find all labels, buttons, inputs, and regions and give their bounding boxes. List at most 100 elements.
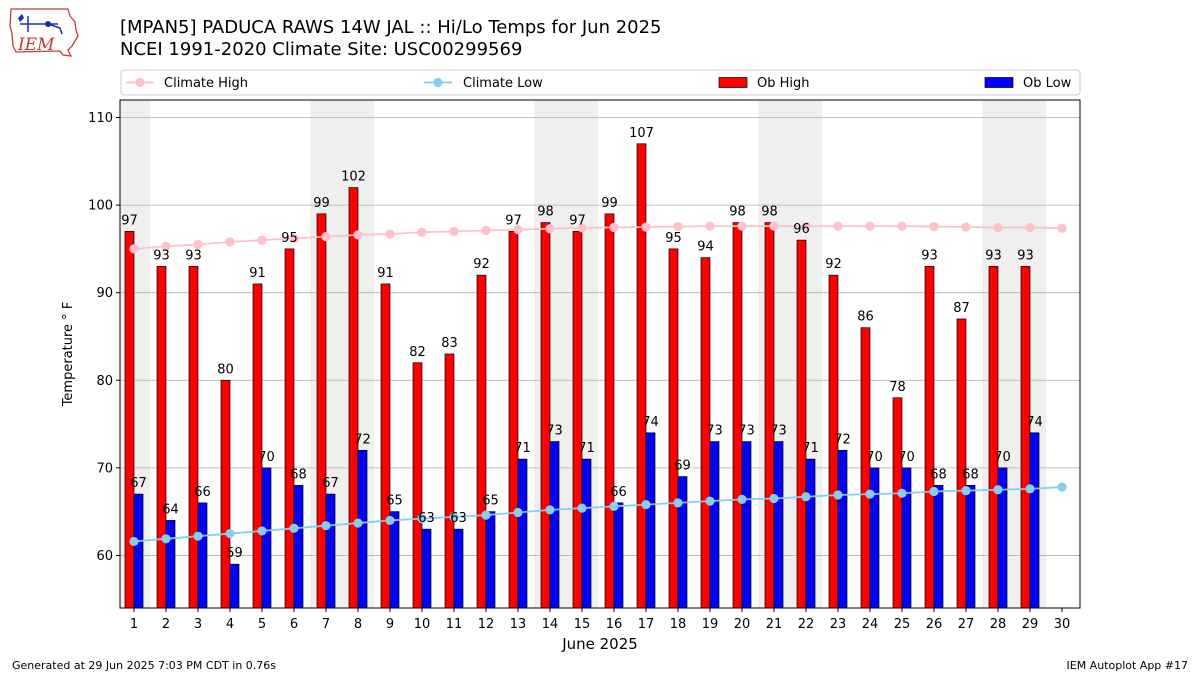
climate-high-point-25 <box>897 221 907 231</box>
climate-low-point-13 <box>513 507 523 518</box>
ob-high-label-26: 93 <box>921 248 938 263</box>
ob-high-legend-swatch <box>718 77 748 88</box>
ob-low-label-1: 67 <box>130 476 147 491</box>
ob-high-bar-21 <box>764 222 775 609</box>
climate-high-point-6 <box>289 233 299 243</box>
x-tick-label-8: 8 <box>354 617 362 632</box>
ob-low-label-19: 73 <box>706 424 723 439</box>
ob-high-bar-29 <box>1020 266 1031 609</box>
x-tick-label-11: 11 <box>446 617 463 632</box>
x-tick-label-12: 12 <box>478 617 495 632</box>
climate-high-point-15 <box>577 223 587 233</box>
ob-high-label-4: 80 <box>217 362 234 377</box>
ob-high-label-13: 97 <box>505 213 522 228</box>
ob-low-bar-3 <box>197 502 208 609</box>
climate-high-line <box>133 225 1063 250</box>
ob-low-bar-29 <box>1029 432 1040 609</box>
ob-low-bar-26 <box>933 485 944 609</box>
ob-high-label-27: 87 <box>953 301 970 316</box>
x-tick-label-9: 9 <box>386 617 394 632</box>
ob-low-bar-24 <box>869 467 880 609</box>
ob-high-label-29: 93 <box>1017 248 1034 263</box>
ob-high-label-10: 82 <box>409 345 426 360</box>
climate-high-point-18 <box>673 221 683 232</box>
ob-low-label-26: 68 <box>930 467 947 482</box>
ob-high-bar-12 <box>476 274 487 609</box>
x-tick-label-26: 26 <box>926 617 943 632</box>
climate-high-point-16 <box>609 222 619 233</box>
ob-low-label-17: 74 <box>642 415 659 430</box>
ob-high-bar-16 <box>604 213 615 609</box>
ob-high-bar-26 <box>924 266 935 609</box>
ob-low-label-21: 73 <box>770 424 787 439</box>
ob-low-bar-20 <box>741 441 752 609</box>
climate-low-point-20 <box>737 494 747 504</box>
ob-high-label-1: 97 <box>121 213 138 228</box>
climate-high-point-26 <box>929 221 939 232</box>
ob-low-bar-23 <box>837 449 848 609</box>
climate-low-point-11 <box>449 512 459 522</box>
plot-frame <box>119 99 1081 609</box>
x-tick-label-18: 18 <box>670 617 687 632</box>
x-tick-label-6: 6 <box>290 617 298 632</box>
climate-high-point-5 <box>257 235 267 245</box>
x-tick-label-15: 15 <box>574 617 591 632</box>
climate-high-point-19 <box>705 221 715 231</box>
ob-high-label-6: 95 <box>281 231 298 246</box>
climate-high-point-17 <box>641 222 651 232</box>
x-tick-label-29: 29 <box>1022 617 1039 632</box>
climate-low-point-15 <box>577 503 587 513</box>
ob-high-label-17: 107 <box>629 126 654 141</box>
ob-low-bar-22 <box>805 458 816 609</box>
ob-low-label-16: 66 <box>610 485 627 500</box>
climate-low-point-10 <box>417 514 427 524</box>
ob-low-label-5: 70 <box>258 450 275 465</box>
ob-high-label-18: 95 <box>665 231 682 246</box>
logo-text: IEM <box>17 35 55 55</box>
climate-low-point-14 <box>545 505 555 515</box>
ob-high-bar-8 <box>348 187 359 609</box>
ob-high-label-14: 98 <box>537 205 554 220</box>
climate-high-point-23 <box>833 221 843 231</box>
y-tick-label-80: 80 <box>96 374 113 389</box>
climate-low-point-18 <box>673 498 683 508</box>
ob-high-label-5: 91 <box>249 266 266 281</box>
ob-low-legend-label: Ob Low <box>1023 76 1072 91</box>
ob-high-label-11: 83 <box>441 336 458 351</box>
app-note: IEM Autoplot App #17 <box>1066 659 1189 672</box>
climate-high-point-4 <box>225 237 235 247</box>
ob-low-label-3: 66 <box>194 485 211 500</box>
ob-low-bar-8 <box>357 449 368 609</box>
climate-high-point-2 <box>161 241 171 251</box>
ob-high-label-8: 102 <box>341 170 366 185</box>
x-tick-label-7: 7 <box>322 617 330 632</box>
ob-high-bar-18 <box>668 248 679 609</box>
climate-low-point-26 <box>929 486 939 497</box>
ob-high-bar-3 <box>188 266 199 609</box>
ob-low-label-2: 64 <box>162 502 179 517</box>
climate-high-point-12 <box>481 225 491 236</box>
chart-title: [MPAN5] PADUCA RAWS 14W JAL :: Hi/Lo Tem… <box>120 17 662 38</box>
ob-high-label-21: 98 <box>761 205 778 220</box>
ob-high-bar-11 <box>444 353 455 609</box>
climate-low-point-4 <box>225 528 235 539</box>
climate-low-point-7 <box>321 521 331 531</box>
climate-low-point-6 <box>289 523 299 533</box>
ob-low-label-22: 71 <box>802 441 819 456</box>
climate-low-point-3 <box>193 531 203 541</box>
y-axis-label: Temperature ° F <box>61 302 76 408</box>
climate-high-point-22 <box>801 221 811 231</box>
grid-lines <box>120 117 1080 556</box>
climate-low-point-27 <box>961 486 971 496</box>
ob-high-legend-label: Ob High <box>757 76 810 91</box>
x-tick-label-14: 14 <box>542 617 559 632</box>
climate-high-point-10 <box>417 227 427 237</box>
ob-low-bar-11 <box>453 528 464 609</box>
x-tick-label-10: 10 <box>414 617 431 632</box>
ob-low-label-11: 63 <box>450 511 467 526</box>
ob-high-bar-20 <box>732 222 743 609</box>
x-tick-label-4: 4 <box>226 617 234 632</box>
climate-high-point-29 <box>1025 222 1035 233</box>
